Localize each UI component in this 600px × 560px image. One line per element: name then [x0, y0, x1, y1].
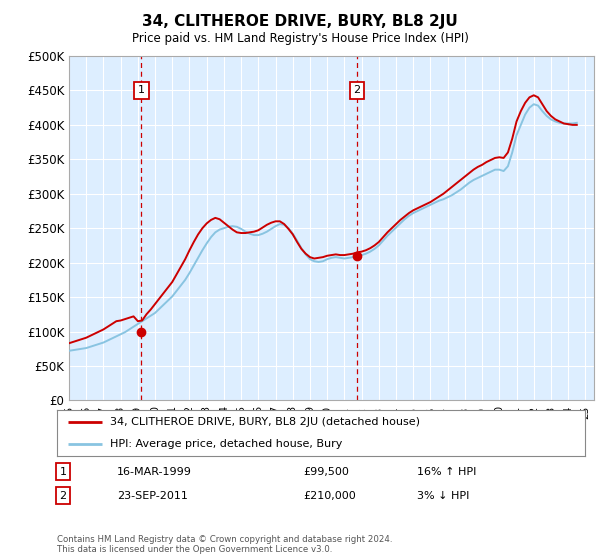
Text: 1: 1	[59, 466, 67, 477]
Text: Contains HM Land Registry data © Crown copyright and database right 2024.
This d: Contains HM Land Registry data © Crown c…	[57, 535, 392, 554]
Text: 16% ↑ HPI: 16% ↑ HPI	[417, 466, 476, 477]
Text: 34, CLITHEROE DRIVE, BURY, BL8 2JU (detached house): 34, CLITHEROE DRIVE, BURY, BL8 2JU (deta…	[110, 417, 420, 427]
Text: £99,500: £99,500	[303, 466, 349, 477]
Text: 2: 2	[59, 491, 67, 501]
Text: 23-SEP-2011: 23-SEP-2011	[117, 491, 188, 501]
Text: £210,000: £210,000	[303, 491, 356, 501]
Text: 1: 1	[138, 86, 145, 95]
Text: HPI: Average price, detached house, Bury: HPI: Average price, detached house, Bury	[110, 440, 342, 450]
Text: 34, CLITHEROE DRIVE, BURY, BL8 2JU: 34, CLITHEROE DRIVE, BURY, BL8 2JU	[142, 14, 458, 29]
Text: 16-MAR-1999: 16-MAR-1999	[117, 466, 192, 477]
Text: Price paid vs. HM Land Registry's House Price Index (HPI): Price paid vs. HM Land Registry's House …	[131, 32, 469, 45]
Text: 2: 2	[353, 86, 361, 95]
Text: 3% ↓ HPI: 3% ↓ HPI	[417, 491, 469, 501]
